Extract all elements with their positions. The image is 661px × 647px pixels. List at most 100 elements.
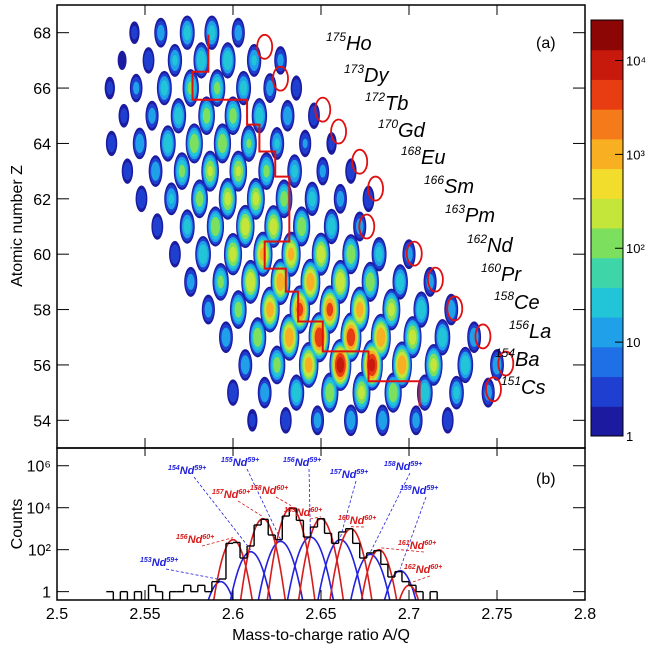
peak-element: Nd bbox=[233, 457, 248, 469]
heatmap-blob bbox=[365, 272, 375, 292]
peak-element: Nd bbox=[295, 457, 310, 469]
heatmap-blob bbox=[420, 382, 430, 403]
overlay-layer: 175Ho173Dy172Tb170Gd168Eu166Sm163Pm162Nd… bbox=[140, 30, 551, 584]
heatmap-blob bbox=[280, 190, 288, 207]
y-axis-label: Counts bbox=[9, 499, 26, 550]
heatmap-blob bbox=[131, 25, 138, 40]
x-axis-label: Mass-to-charge ratio A/Q bbox=[232, 627, 410, 644]
heatmap-blob bbox=[274, 138, 280, 149]
heatmap-blob bbox=[346, 244, 356, 264]
colorbar-swatch bbox=[591, 287, 623, 318]
heatmap-blob bbox=[239, 80, 248, 96]
fit-curve bbox=[349, 553, 391, 600]
heatmap-blob bbox=[388, 302, 395, 317]
heatmap-blob bbox=[189, 133, 199, 154]
heatmap-blob bbox=[412, 412, 420, 429]
peak-label: 160Nd60+ bbox=[338, 515, 376, 527]
isotope-element: Gd bbox=[398, 120, 426, 142]
nuclide-circle bbox=[351, 148, 369, 175]
colorbar-swatch bbox=[591, 168, 623, 199]
heatmap-blob bbox=[172, 55, 178, 66]
isotope-element: Eu bbox=[421, 147, 445, 169]
isotope-mass: 158 bbox=[494, 289, 514, 303]
heatmap-blob bbox=[309, 105, 319, 126]
heatmap-blob bbox=[269, 218, 278, 235]
heatmap-blob bbox=[202, 107, 211, 124]
peak-arrow bbox=[399, 496, 427, 569]
x-tick-label: 2.8 bbox=[574, 606, 596, 623]
nuclide-circle bbox=[272, 65, 289, 92]
peak-element: Nd bbox=[188, 534, 203, 546]
peak-arrow bbox=[193, 476, 251, 550]
boundary-line bbox=[191, 34, 421, 407]
heatmap-blob bbox=[117, 50, 127, 71]
isotope-label: 173Dy bbox=[344, 62, 389, 87]
isotope-element: La bbox=[529, 321, 551, 343]
colorbar-frame bbox=[590, 19, 624, 437]
heatmap-blob bbox=[196, 50, 206, 71]
x-tick-label: 2.65 bbox=[305, 606, 336, 623]
heatmap-blob bbox=[208, 24, 216, 41]
peak-charge: 59+ bbox=[309, 457, 321, 464]
heatmap-blob bbox=[291, 164, 298, 178]
isotope-element: Cs bbox=[521, 377, 545, 399]
isotope-mass: 173 bbox=[344, 62, 364, 76]
heatmap-blob bbox=[120, 108, 128, 124]
isotope-label: 175Ho bbox=[326, 30, 372, 55]
peak-label: 159Nd59+ bbox=[400, 485, 438, 497]
colorbar-swatch bbox=[591, 79, 623, 110]
colorbar-tick-label: 10² bbox=[626, 241, 645, 256]
isotope-element: Sm bbox=[444, 176, 474, 198]
heatmap-blob bbox=[260, 382, 270, 403]
heatmap-blob bbox=[336, 356, 345, 373]
heatmap-blob bbox=[346, 328, 356, 347]
peak-mass: 159 bbox=[284, 507, 296, 514]
x-tick-label: 2.5 bbox=[46, 606, 68, 623]
y-tick-label: 58 bbox=[33, 303, 51, 320]
heatmap-blob bbox=[221, 327, 231, 347]
isotope-mass: 168 bbox=[401, 144, 421, 158]
panel-label: (b) bbox=[536, 471, 556, 488]
nuclide-circle bbox=[497, 350, 515, 377]
isotope-label: 170Gd bbox=[378, 117, 426, 142]
peak-charge: 60+ bbox=[202, 534, 214, 541]
isotope-mass: 154 bbox=[495, 346, 515, 360]
heatmap-blob bbox=[416, 299, 426, 320]
heatmap-blob bbox=[287, 247, 295, 261]
peak-arrow bbox=[246, 468, 281, 540]
y-tick-label: 10⁴ bbox=[26, 501, 51, 518]
heatmap-blob bbox=[152, 216, 162, 237]
nuclide-circle bbox=[358, 213, 376, 240]
peak-mass: 158 bbox=[384, 461, 396, 468]
heatmap-blob bbox=[297, 216, 307, 237]
heatmap-blob bbox=[207, 165, 213, 177]
peak-arrow bbox=[308, 468, 311, 536]
y-tick-label: 10² bbox=[28, 543, 52, 560]
heatmap-blob bbox=[376, 327, 386, 347]
peak-element: Nd bbox=[180, 465, 195, 477]
nuclide-circle bbox=[256, 33, 274, 60]
fit-curve bbox=[257, 540, 304, 600]
nuclide-circle bbox=[474, 323, 492, 350]
y-tick-label: 64 bbox=[33, 136, 51, 153]
peak-label: 155Nd59+ bbox=[221, 457, 259, 469]
heatmap-blob bbox=[363, 188, 374, 209]
heatmap-blob bbox=[252, 192, 260, 206]
peak-charge: 60+ bbox=[238, 489, 250, 496]
heatmap-blob bbox=[314, 327, 324, 348]
heatmap-blob bbox=[313, 412, 322, 429]
nuclide-circle bbox=[405, 240, 423, 267]
fit-curve bbox=[383, 569, 417, 600]
heatmap-blob bbox=[284, 327, 294, 347]
isotope-label: 158Ce bbox=[494, 289, 540, 314]
peak-charge: 60+ bbox=[310, 507, 322, 514]
peak-element: Nd bbox=[350, 515, 365, 527]
heatmap-blob bbox=[229, 246, 237, 262]
x-tick-label: 2.6 bbox=[222, 606, 244, 623]
peak-element: Nd bbox=[152, 557, 167, 569]
heatmap-blob bbox=[453, 385, 460, 400]
heatmap-blob bbox=[170, 244, 180, 265]
heatmap-blob bbox=[174, 106, 183, 125]
peak-charge: 59+ bbox=[194, 465, 206, 472]
nuclide-circle bbox=[314, 96, 332, 123]
